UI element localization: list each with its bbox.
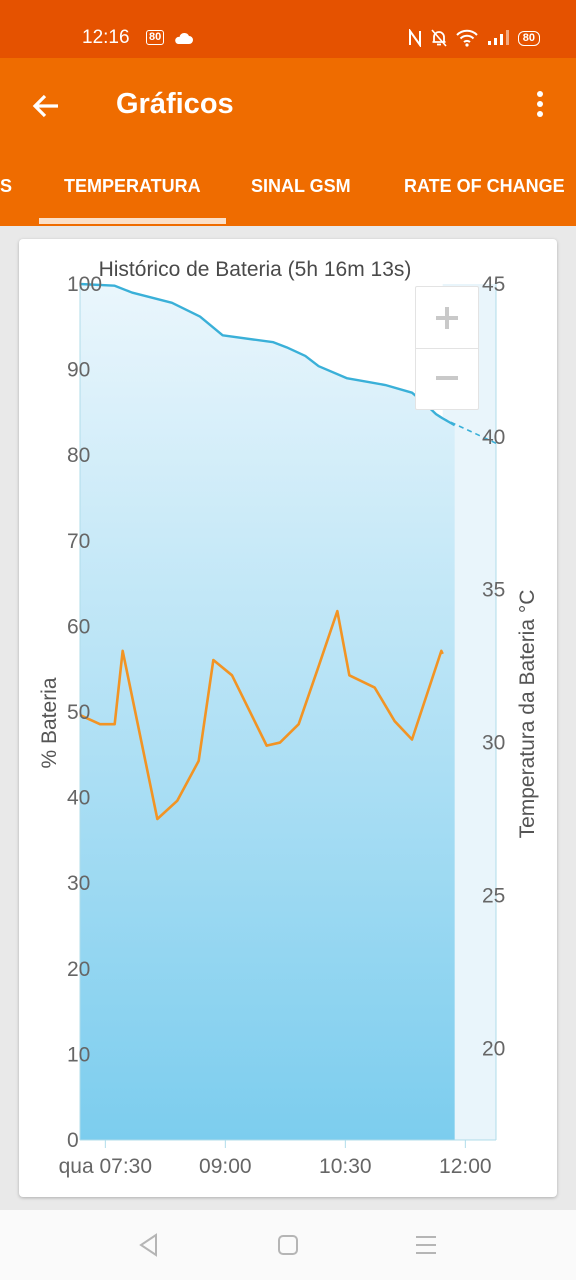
series-battery-projection-line: [442, 417, 497, 444]
signal-icon: [487, 30, 509, 45]
y-axis-label: % Bateria: [38, 677, 61, 768]
x-tick-label: 09:00: [199, 1155, 252, 1178]
y-tick-label: 10: [67, 1043, 90, 1066]
y-tick-label: 100: [67, 273, 102, 296]
y2-tick-label: 20: [482, 1037, 505, 1060]
tab-rate-of-change[interactable]: RATE OF CHANGE: [404, 176, 565, 196]
y2-axis-label: Temperatura da Bateria °C: [516, 590, 539, 839]
wifi-icon: [456, 29, 478, 47]
bell-muted-icon: [431, 29, 447, 47]
back-arrow-icon[interactable]: [28, 88, 64, 124]
navigation-bar: [0, 1210, 576, 1280]
status-time: 12:16: [82, 27, 130, 48]
app-bar: Gráficos: [0, 58, 576, 152]
status-bar: 12:16 80 80: [0, 0, 576, 58]
tab-indicator: [39, 218, 226, 224]
x-tick-label: 12:00: [439, 1155, 492, 1178]
y-tick-label: 60: [67, 615, 90, 638]
y2-tick-label: 25: [482, 884, 505, 907]
nfc-icon: [408, 29, 421, 47]
series-battery-line: [79, 282, 456, 427]
y2-tick-label: 40: [482, 426, 505, 449]
cloud-icon: [175, 32, 194, 44]
chart-title: Histórico de Bateria (5h 16m 13s): [99, 258, 412, 281]
tab-bar: S TEMPERATURA SINAL GSM RATE OF CHANGE: [0, 152, 576, 226]
more-vert-icon[interactable]: [528, 88, 552, 124]
zoom-out-icon[interactable]: [416, 348, 478, 409]
x-tick-label: qua 07:30: [59, 1155, 152, 1178]
chart-card: 0 10 20 30 40 50 60 70 80 90 100 20 25 30 35 40 45 qua …: [19, 239, 557, 1197]
y2-tick-label: 45: [482, 273, 505, 296]
y-tick-label: 90: [67, 359, 90, 382]
battery-icon: 80: [517, 30, 540, 46]
y-tick-label: 40: [67, 787, 90, 810]
nav-back-icon[interactable]: [136, 1232, 162, 1258]
page-title: Gráficos: [116, 88, 234, 120]
y-tick-label: 0: [67, 1129, 79, 1152]
y2-tick-label: 35: [482, 579, 505, 602]
nav-menu-icon[interactable]: [413, 1232, 439, 1258]
y-tick-label: 30: [67, 872, 90, 895]
zoom-in-icon[interactable]: [416, 287, 478, 349]
battery-history-chart[interactable]: 0 10 20 30 40 50 60 70 80 90 100 20 25 30 35 40 45 qua …: [19, 239, 557, 1197]
tab-sinal-gsm[interactable]: SINAL GSM: [251, 176, 351, 196]
x-tick-label: 10:30: [319, 1155, 372, 1178]
y-tick-label: 50: [67, 701, 90, 724]
y2-tick-label: 30: [482, 732, 505, 755]
y-tick-label: 80: [67, 444, 90, 467]
notification-badge: 80: [146, 30, 165, 45]
nav-home-icon[interactable]: [275, 1232, 301, 1258]
y-tick-label: 70: [67, 530, 90, 553]
tab-temperatura[interactable]: TEMPERATURA: [64, 176, 201, 196]
tab-previous[interactable]: S: [0, 176, 13, 196]
zoom-controls: [415, 286, 479, 410]
y-tick-label: 20: [67, 958, 90, 981]
series-temperature-line: [79, 609, 444, 821]
battery-area-fill: [80, 284, 455, 1140]
